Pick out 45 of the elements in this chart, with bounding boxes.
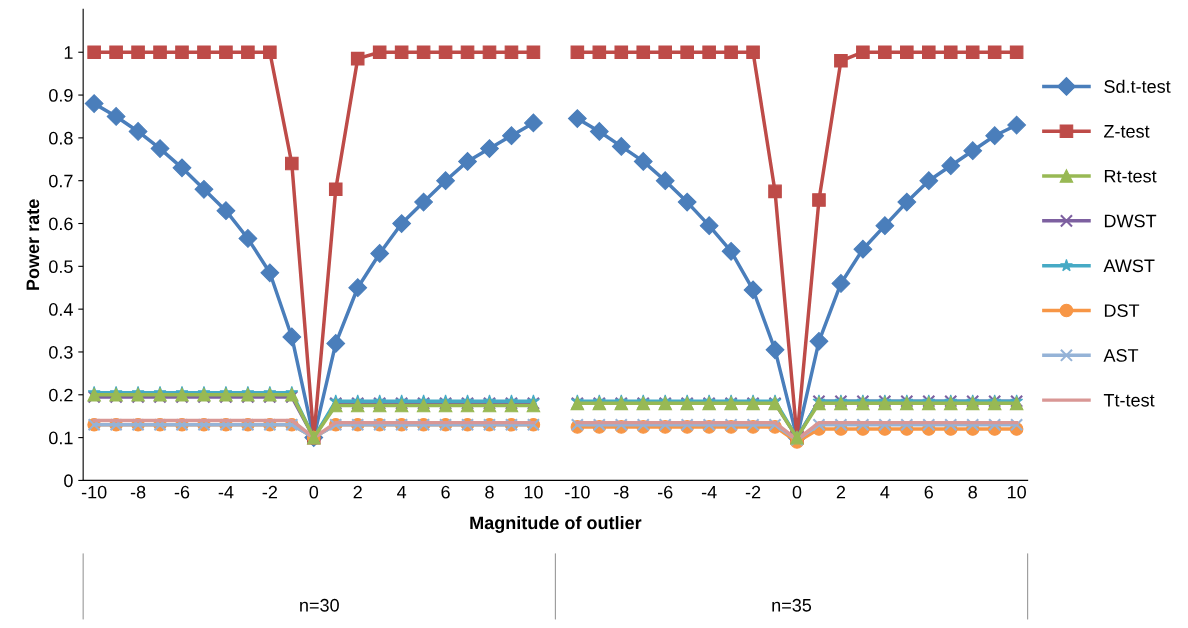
- x-tick-label: -4: [218, 485, 234, 499]
- y-tick-label: 0.9: [49, 88, 73, 102]
- legend-label: Z-test: [1104, 125, 1150, 138]
- x-tick-label: -2: [745, 485, 761, 499]
- legend-label: Sd.t-test: [1104, 79, 1171, 93]
- text: n=30: [300, 598, 339, 612]
- x-tick-label: 10: [1007, 485, 1026, 499]
- x-tick-label: -8: [614, 485, 629, 499]
- x-tick-label: 10: [524, 485, 543, 499]
- x-tick-label: -4: [701, 485, 717, 499]
- x-tick-label: 4: [397, 485, 407, 499]
- x-tick-label: 6: [441, 485, 450, 499]
- x-tick-label: 0: [792, 485, 802, 499]
- x-tick-label: -10: [565, 485, 590, 499]
- legend-label: AWST: [1103, 259, 1155, 273]
- x-tick-label: 0: [309, 485, 319, 499]
- y-tick-label: 0.8: [49, 131, 73, 145]
- x-tick-label: 4: [880, 485, 890, 499]
- x-tick-label: -8: [130, 485, 146, 499]
- x-tick-label: -6: [657, 485, 673, 499]
- x-tick-label: -6: [174, 485, 190, 499]
- y-tick-label: 0.5: [49, 260, 73, 274]
- y-tick-label: 1: [64, 46, 73, 59]
- y-tick-label: 0.2: [49, 388, 73, 402]
- y-tick-label: 0.6: [49, 217, 73, 231]
- legend-label: Rt-test: [1104, 169, 1157, 183]
- x-tick-label: -2: [262, 485, 277, 499]
- x-tick-label: 8: [968, 485, 977, 499]
- legend-label: DST: [1104, 304, 1140, 317]
- y-axis-title: Power rate: [26, 199, 40, 290]
- legend-label: DWST: [1104, 214, 1157, 228]
- legend-label: AST: [1103, 349, 1139, 362]
- x-axis-title: Magnitude of outlier: [470, 516, 642, 533]
- x-tick-label: 8: [485, 485, 494, 499]
- text: n=35: [772, 598, 812, 612]
- legend-label: Tt-test: [1103, 394, 1155, 407]
- y-tick-label: 0.7: [49, 174, 73, 188]
- x-tick-label: 2: [353, 485, 362, 499]
- x-tick-label: 2: [836, 485, 846, 499]
- x-tick-label: -10: [81, 485, 107, 499]
- y-tick-label: 0.4: [49, 303, 73, 316]
- y-tick-label: 0.1: [49, 431, 73, 445]
- x-tick-label: 6: [924, 485, 934, 499]
- y-tick-label: 0: [64, 474, 73, 488]
- y-tick-label: 0.3: [49, 345, 73, 359]
